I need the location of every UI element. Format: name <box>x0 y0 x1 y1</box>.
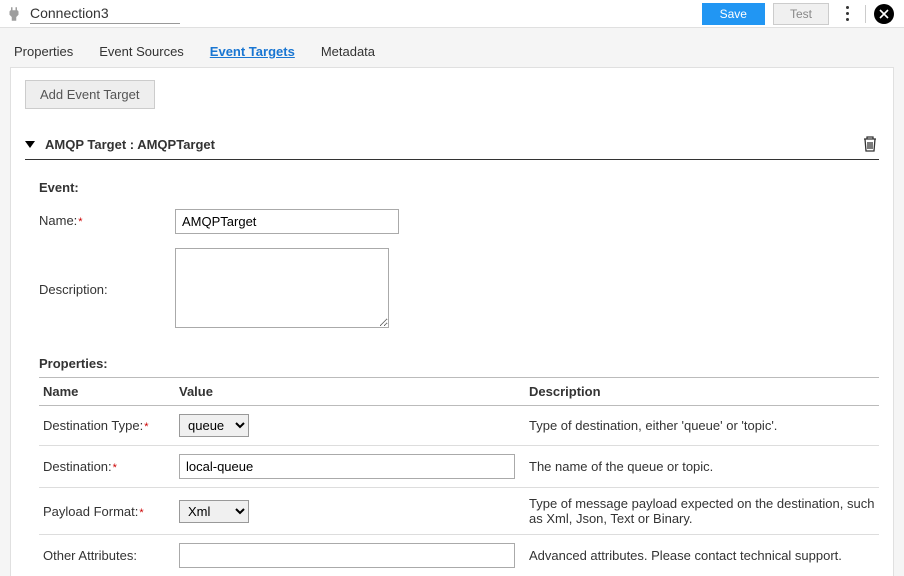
tab-metadata[interactable]: Metadata <box>321 44 375 59</box>
prop-label-destination: Destination:* <box>39 446 175 488</box>
event-heading: Event: <box>39 180 879 195</box>
connection-icon <box>4 4 24 24</box>
top-right-group: Save Test <box>702 3 894 25</box>
destination-input[interactable] <box>179 454 515 479</box>
name-label: Name:* <box>39 209 175 228</box>
top-bar: Save Test <box>0 0 904 28</box>
properties-table: Name Value Description Destination Type:… <box>39 377 879 576</box>
col-header-description: Description <box>525 378 879 406</box>
close-icon[interactable] <box>874 4 894 24</box>
prop-label-other-attributes: Other Attributes: <box>39 535 175 576</box>
destination-type-select[interactable]: queue <box>179 414 249 437</box>
col-header-value: Value <box>175 378 525 406</box>
save-button[interactable]: Save <box>702 3 765 25</box>
more-menu-icon[interactable] <box>837 4 857 24</box>
tab-bar: Properties Event Sources Event Targets M… <box>0 32 904 67</box>
table-row: Destination:* The name of the queue or t… <box>39 446 879 488</box>
target-section-header: AMQP Target : AMQPTarget <box>25 135 879 160</box>
name-input[interactable] <box>175 209 399 234</box>
row-name: Name:* <box>39 209 879 234</box>
table-row: Other Attributes: Advanced attributes. P… <box>39 535 879 576</box>
target-section-title: AMQP Target : AMQPTarget <box>45 137 215 152</box>
prop-label-payload-format: Payload Format:* <box>39 488 175 535</box>
toolbar-divider <box>865 5 866 23</box>
properties-heading: Properties: <box>39 356 879 371</box>
event-form: Event: Name:* Description: Properties: N… <box>25 160 879 576</box>
table-row: Destination Type:* queue Type of destina… <box>39 406 879 446</box>
description-textarea[interactable] <box>175 248 389 328</box>
test-button[interactable]: Test <box>773 3 829 25</box>
add-event-target-button[interactable]: Add Event Target <box>25 80 155 109</box>
prop-desc-payload-format: Type of message payload expected on the … <box>525 488 879 535</box>
table-header-row: Name Value Description <box>39 378 879 406</box>
description-label: Description: <box>39 248 175 297</box>
delete-target-icon[interactable] <box>861 135 879 153</box>
panel-event-targets: Add Event Target AMQP Target : AMQPTarge… <box>10 67 894 576</box>
prop-desc-destination: The name of the queue or topic. <box>525 446 879 488</box>
top-left-group <box>4 3 180 24</box>
collapse-toggle-icon[interactable] <box>25 141 35 148</box>
payload-format-select[interactable]: Xml <box>179 500 249 523</box>
tab-event-targets[interactable]: Event Targets <box>210 44 295 59</box>
content-scroll[interactable]: Properties Event Sources Event Targets M… <box>0 28 904 576</box>
table-row: Payload Format:* Xml Type of message pay… <box>39 488 879 535</box>
tab-properties[interactable]: Properties <box>14 44 73 59</box>
prop-label-destination-type: Destination Type:* <box>39 406 175 446</box>
prop-desc-other-attributes: Advanced attributes. Please contact tech… <box>525 535 879 576</box>
tab-event-sources[interactable]: Event Sources <box>99 44 184 59</box>
col-header-name: Name <box>39 378 175 406</box>
prop-desc-destination-type: Type of destination, either 'queue' or '… <box>525 406 879 446</box>
other-attributes-input[interactable] <box>179 543 515 568</box>
row-description: Description: <box>39 248 879 328</box>
connection-title-input[interactable] <box>30 3 180 24</box>
